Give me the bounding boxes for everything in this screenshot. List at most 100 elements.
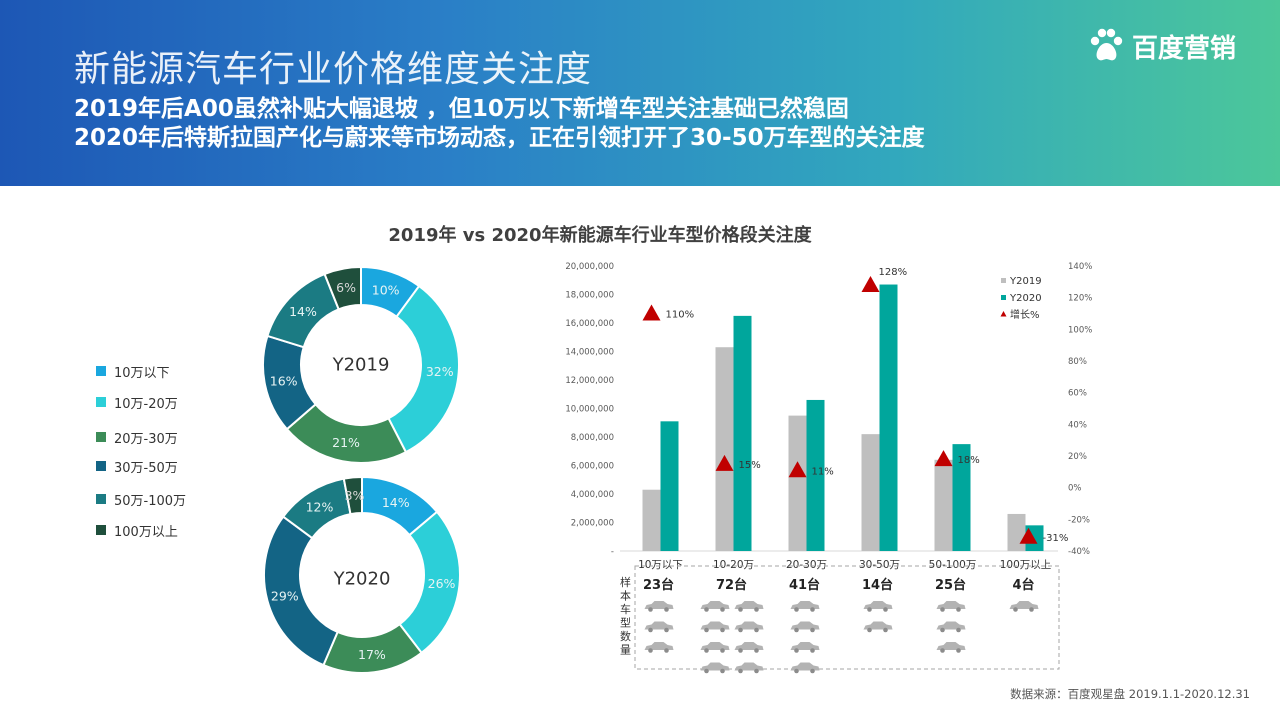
car-icon xyxy=(700,662,730,674)
growth-marker xyxy=(861,276,880,292)
donut-slice-label: 14% xyxy=(382,495,410,510)
x-tick-label: 50-100万 xyxy=(929,559,977,571)
x-tick-label: 10万以下 xyxy=(638,559,683,571)
x-tick-label: 30-50万 xyxy=(859,559,900,571)
car-icon xyxy=(700,642,730,653)
baidu-paw-icon xyxy=(1090,28,1123,61)
source-note: 数据来源：百度观星盘 2019.1.1-2020.12.31 xyxy=(1010,687,1250,701)
donut-chart-2019: 10% 32% 21% 16% 14% 6% Y2019 xyxy=(262,265,460,464)
chart-title: 2019年 vs 2020年新能源车行业车型价格段关注度 xyxy=(388,225,812,246)
legend-swatch xyxy=(96,366,106,376)
y2-tick-label: 60% xyxy=(1068,389,1087,399)
sample-label: 样本车型数量 xyxy=(620,575,631,657)
legend-swatch xyxy=(96,397,106,407)
legend-label: 50万-100万 xyxy=(114,494,187,509)
header-banner: 新能源汽车行业价格维度关注度 2019年后A00虽然补贴大幅退坡 ，但10万以下… xyxy=(0,0,1280,186)
donut-slice-label: 32% xyxy=(426,364,454,379)
legend-label-2020: Y2020 xyxy=(1009,293,1042,304)
car-icon xyxy=(863,621,893,633)
sample-count: 14台 xyxy=(862,577,893,593)
bar-chart: - 2,000,000 4,000,000 6,000,000 8,000,000 10,… xyxy=(565,262,1092,674)
bar-2020 xyxy=(733,315,752,551)
car-icon xyxy=(790,642,820,653)
donut-slice xyxy=(323,265,362,311)
y2-tick-label: -20% xyxy=(1068,515,1090,525)
y-tick-label: 12,000,000 xyxy=(565,376,614,386)
bar-2019 xyxy=(934,459,953,551)
growth-marker xyxy=(788,461,807,478)
y-tick-label: 2,000,000 xyxy=(571,519,614,529)
car-icon xyxy=(936,642,966,653)
y-tick-label: 8,000,000 xyxy=(571,433,614,443)
car-icon xyxy=(644,642,674,653)
donut-slice-label: 12% xyxy=(306,500,334,515)
y2-tick-label: 120% xyxy=(1068,294,1092,304)
legend-label: 10万-20万 xyxy=(114,397,178,412)
legend-label: 30万-50万 xyxy=(114,461,178,476)
legend-label-2019: Y2019 xyxy=(1009,276,1042,287)
growth-label: 15% xyxy=(739,460,761,471)
legend-swatch xyxy=(96,525,106,535)
y-tick-label: 20,000,000 xyxy=(565,262,614,272)
growth-marker xyxy=(1019,527,1038,544)
y2-tick-label: 100% xyxy=(1068,325,1092,335)
page-subtitle-2: 2020年后特斯拉国产化与蔚来等市场动态，正在引领打开了30-50万车型的关注度 xyxy=(74,125,925,151)
car-icon xyxy=(936,621,966,633)
car-icon xyxy=(700,601,730,612)
y2-tick-label: 0% xyxy=(1068,484,1082,494)
donut-slice-label: 29% xyxy=(271,588,299,603)
legend-label: 10万以下 xyxy=(114,366,170,381)
growth-label: 128% xyxy=(879,267,908,278)
x-tick-label: 100万以上 xyxy=(1000,559,1052,571)
sample-box xyxy=(634,565,1060,670)
bar-2020 xyxy=(879,284,898,551)
y-tick-label: 18,000,000 xyxy=(565,291,614,301)
donut-center-label: Y2019 xyxy=(332,355,390,376)
donut-slice-label: 10% xyxy=(372,282,400,297)
car-icon xyxy=(700,621,730,633)
car-icon xyxy=(734,662,764,674)
car-icon xyxy=(1009,601,1039,612)
growth-label: 18% xyxy=(958,455,980,466)
donut-slice xyxy=(387,284,460,454)
growth-marker xyxy=(715,454,734,471)
bar-2019 xyxy=(642,489,661,551)
y-tick-label: 14,000,000 xyxy=(565,348,614,358)
sample-count: 72台 xyxy=(716,577,747,593)
donut-slice-label: 6% xyxy=(336,280,356,295)
brand-name: 百度营销 xyxy=(1132,33,1237,64)
bar-2020 xyxy=(806,399,825,551)
bar-2020 xyxy=(660,421,679,551)
page-subtitle-1: 2019年后A00虽然补贴大幅退坡 ，但10万以下新增车型关注基础已然稳固 xyxy=(74,96,849,122)
sample-count: 4台 xyxy=(1012,577,1034,593)
legend-swatch-2020 xyxy=(1001,295,1006,300)
legend-swatch xyxy=(96,461,106,471)
legend-marker-growth xyxy=(1000,311,1007,317)
bar-2019 xyxy=(1007,513,1026,551)
y2-tick-label: 140% xyxy=(1068,262,1092,272)
y-tick-label: - xyxy=(611,547,614,557)
x-tick-label: 20-30万 xyxy=(786,559,827,571)
bar-2019 xyxy=(715,347,734,551)
legend-swatch xyxy=(96,432,106,442)
car-icon xyxy=(790,601,820,612)
car-icon xyxy=(734,642,764,653)
y-tick-label: 4,000,000 xyxy=(571,490,614,500)
y-tick-label: 16,000,000 xyxy=(565,319,614,329)
growth-label: -31% xyxy=(1043,533,1069,544)
donut-slice-label: 14% xyxy=(289,304,317,319)
x-tick-label: 10-20万 xyxy=(713,559,754,571)
car-icon xyxy=(790,621,820,633)
car-icon xyxy=(734,601,764,612)
brand-logo: 百度营销 xyxy=(1086,26,1236,66)
growth-marker xyxy=(642,304,661,321)
donut-slice-label: 16% xyxy=(270,374,298,389)
y2-tick-label: 40% xyxy=(1068,420,1087,430)
legend-label: 100万以上 xyxy=(114,525,178,540)
growth-marker xyxy=(934,450,953,467)
legend-swatch-2019 xyxy=(1001,278,1006,283)
donut-slice-label: 17% xyxy=(358,647,386,662)
car-icon xyxy=(863,601,893,612)
sample-count: 23台 xyxy=(643,577,674,593)
car-icon xyxy=(936,601,966,612)
